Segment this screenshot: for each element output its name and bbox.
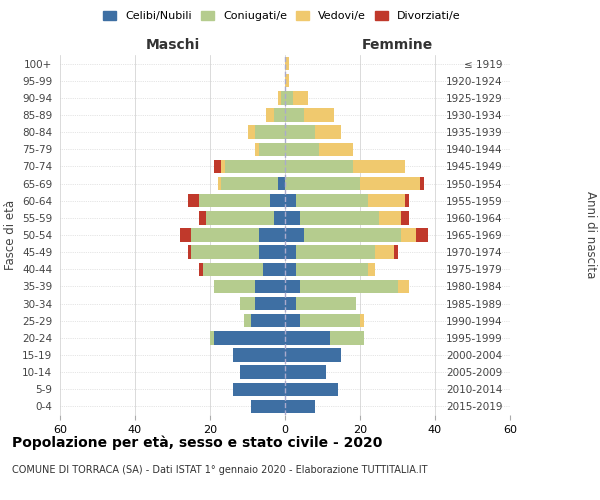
Bar	[285, 177, 360, 190]
Bar	[214, 280, 255, 293]
Bar	[285, 314, 300, 328]
Bar	[266, 108, 274, 122]
Bar	[401, 211, 409, 224]
Bar	[285, 382, 337, 396]
Bar	[259, 246, 285, 259]
Bar	[285, 400, 315, 413]
Legend: Celibi/Nubili, Coniugati/e, Vedovi/e, Divorziati/e: Celibi/Nubili, Coniugati/e, Vedovi/e, Di…	[103, 10, 461, 21]
Bar	[330, 331, 364, 344]
Bar	[255, 297, 285, 310]
Bar	[251, 314, 285, 328]
Bar	[240, 297, 255, 310]
Bar	[285, 211, 300, 224]
Bar	[285, 160, 353, 173]
Bar	[285, 331, 330, 344]
Bar	[248, 126, 255, 139]
Text: Popolazione per età, sesso e stato civile - 2020: Popolazione per età, sesso e stato civil…	[12, 435, 382, 450]
Bar	[180, 228, 191, 241]
Bar	[214, 331, 285, 344]
Bar	[274, 211, 285, 224]
Bar	[300, 314, 360, 328]
Text: Femmine: Femmine	[362, 38, 433, 52]
Bar	[285, 366, 326, 379]
Bar	[319, 142, 353, 156]
Bar	[285, 246, 296, 259]
Bar	[187, 194, 199, 207]
Bar	[233, 348, 285, 362]
Bar	[367, 194, 405, 207]
Bar	[218, 177, 221, 190]
Bar	[263, 262, 285, 276]
Bar	[221, 160, 225, 173]
Bar	[259, 228, 285, 241]
Bar	[225, 160, 285, 173]
Bar	[270, 194, 285, 207]
Bar	[203, 262, 263, 276]
Bar	[285, 57, 289, 70]
Bar	[285, 142, 319, 156]
Bar	[199, 211, 206, 224]
Bar	[360, 177, 420, 190]
Bar	[187, 246, 191, 259]
Bar	[300, 280, 398, 293]
Bar	[304, 228, 401, 241]
Bar	[285, 74, 289, 88]
Bar	[214, 160, 221, 173]
Bar	[191, 246, 259, 259]
Bar	[285, 108, 304, 122]
Bar	[277, 91, 281, 104]
Bar	[255, 126, 285, 139]
Bar	[285, 91, 293, 104]
Bar	[277, 177, 285, 190]
Bar	[191, 228, 259, 241]
Bar	[259, 142, 285, 156]
Bar	[315, 126, 341, 139]
Text: COMUNE DI TORRACA (SA) - Dati ISTAT 1° gennaio 2020 - Elaborazione TUTTITALIA.IT: COMUNE DI TORRACA (SA) - Dati ISTAT 1° g…	[12, 465, 427, 475]
Bar	[206, 211, 274, 224]
Bar	[240, 366, 285, 379]
Bar	[416, 228, 427, 241]
Bar	[285, 194, 296, 207]
Bar	[300, 211, 379, 224]
Bar	[281, 91, 285, 104]
Bar	[210, 331, 214, 344]
Bar	[285, 280, 300, 293]
Text: Anni di nascita: Anni di nascita	[584, 192, 597, 278]
Bar	[394, 246, 398, 259]
Bar	[255, 280, 285, 293]
Bar	[285, 348, 341, 362]
Bar	[375, 246, 394, 259]
Bar	[221, 177, 277, 190]
Bar	[233, 382, 285, 396]
Bar	[199, 262, 203, 276]
Text: Maschi: Maschi	[145, 38, 200, 52]
Bar	[244, 314, 251, 328]
Bar	[420, 177, 424, 190]
Bar	[401, 228, 416, 241]
Bar	[405, 194, 409, 207]
Bar	[285, 126, 315, 139]
Bar	[353, 160, 405, 173]
Bar	[251, 400, 285, 413]
Bar	[296, 246, 375, 259]
Bar	[274, 108, 285, 122]
Bar	[293, 91, 308, 104]
Bar	[255, 142, 259, 156]
Bar	[285, 297, 296, 310]
Bar	[398, 280, 409, 293]
Bar	[304, 108, 334, 122]
Bar	[296, 194, 367, 207]
Bar	[199, 194, 270, 207]
Bar	[379, 211, 401, 224]
Bar	[296, 262, 367, 276]
Bar	[296, 297, 356, 310]
Bar	[285, 262, 296, 276]
Y-axis label: Fasce di età: Fasce di età	[4, 200, 17, 270]
Bar	[285, 228, 304, 241]
Bar	[360, 314, 364, 328]
Bar	[367, 262, 375, 276]
